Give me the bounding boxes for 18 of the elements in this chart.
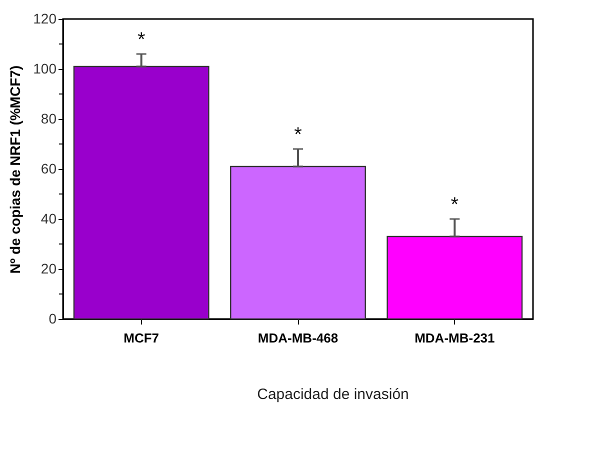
y-tick-label: 0 [48, 310, 57, 326]
x-tick-label: MCF7 [124, 330, 160, 346]
y-tick-label: 120 [33, 10, 57, 26]
bar [386, 236, 523, 320]
y-axis-title: Nº de copias de NRF1 (%MCF7) [7, 65, 24, 274]
y-tick-label: 60 [40, 160, 57, 176]
y-tick-label: 40 [40, 210, 57, 226]
y-tick-label: 80 [40, 110, 57, 126]
y-tick-label: 100 [33, 60, 57, 76]
x-tick-label: MDA-MB-468 [258, 330, 338, 346]
text: Capacidad de invasión [257, 386, 409, 403]
x-tick-label: MDA-MB-231 [414, 330, 495, 346]
annotation: * [450, 194, 459, 216]
annotation: * [294, 124, 302, 146]
annotation: * [137, 29, 146, 51]
bar [230, 166, 366, 320]
bar [73, 66, 210, 320]
y-tick-label: 20 [40, 260, 57, 276]
